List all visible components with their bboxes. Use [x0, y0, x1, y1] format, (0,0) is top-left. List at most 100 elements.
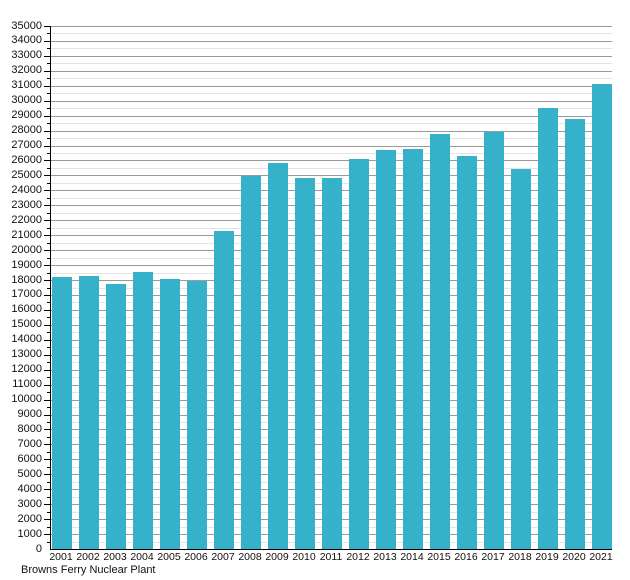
bar-2011	[322, 177, 342, 549]
y-axis-major-tick	[44, 474, 50, 475]
y-axis-minor-tick	[47, 422, 50, 423]
x-axis-label-2010: 2010	[292, 551, 316, 563]
y-axis-major-tick	[44, 444, 50, 445]
y-axis-minor-tick	[47, 392, 50, 393]
y-axis-label: 22000	[11, 213, 42, 226]
y-axis-label: 14000	[11, 333, 42, 346]
y-axis-major-tick	[44, 370, 50, 371]
bar-2017	[484, 132, 504, 549]
y-axis-label: 23000	[11, 198, 42, 211]
y-axis-major-tick	[44, 101, 50, 102]
bar-2015	[430, 133, 450, 549]
x-axis-label-2019: 2019	[535, 551, 559, 563]
y-axis-label: 30000	[11, 94, 42, 107]
y-axis-label: 9000	[17, 408, 42, 420]
y-axis-minor-tick	[47, 542, 50, 543]
y-axis-major-tick	[44, 160, 50, 161]
bar-2004	[133, 271, 153, 549]
y-axis-minor-tick	[47, 452, 50, 453]
y-axis-major-tick	[44, 534, 50, 535]
y-axis-major-tick	[44, 190, 50, 191]
y-axis-minor-tick	[47, 273, 50, 274]
y-axis-label: 21000	[11, 228, 42, 241]
y-axis-major-tick	[44, 71, 50, 72]
y-axis-minor-tick	[47, 93, 50, 94]
y-axis-major-tick	[44, 400, 50, 401]
y-axis-major-tick	[44, 250, 50, 251]
bar-series	[52, 26, 612, 549]
y-axis-label: 13000	[11, 348, 42, 361]
y-axis-minor-tick	[47, 63, 50, 64]
y-axis-major-tick	[44, 325, 50, 326]
x-axis-label-2016: 2016	[454, 551, 478, 563]
y-axis-minor-tick	[47, 213, 50, 214]
y-axis-label: 29000	[11, 109, 42, 122]
y-axis-label: 33000	[11, 49, 42, 62]
bar-2020	[565, 118, 585, 549]
y-axis-minor-tick	[47, 123, 50, 124]
y-axis-major-tick	[44, 280, 50, 281]
x-axis-label-2002: 2002	[76, 551, 100, 563]
y-axis-label: 26000	[11, 153, 42, 166]
y-axis-label: 27000	[11, 139, 42, 152]
y-axis-label: 31000	[11, 79, 42, 92]
y-axis-major-tick	[44, 340, 50, 341]
y-axis-label: 32000	[11, 64, 42, 77]
y-axis-label: 11000	[12, 378, 42, 391]
y-axis-label: 20000	[11, 243, 42, 256]
bar-2016	[457, 156, 477, 549]
bar-2018	[511, 169, 531, 549]
y-axis-minor-tick	[47, 78, 50, 79]
y-axis-minor-tick	[47, 288, 50, 289]
y-axis-major-tick	[44, 385, 50, 386]
y-axis-major-tick	[44, 26, 50, 27]
x-axis-label-2011: 2011	[319, 551, 343, 563]
y-axis-label: 1000	[17, 527, 42, 540]
y-axis-minor-tick	[47, 108, 50, 109]
y-axis-minor-tick	[47, 317, 50, 318]
y-axis-label: 3000	[17, 497, 42, 510]
x-axis-label-2008: 2008	[238, 551, 262, 563]
y-axis-label: 24000	[11, 183, 42, 196]
x-axis-label-2003: 2003	[103, 551, 127, 563]
y-axis-minor-tick	[47, 33, 50, 34]
y-axis-minor-tick	[47, 168, 50, 169]
y-axis-label: 5000	[17, 467, 42, 480]
y-axis-major-tick	[44, 175, 50, 176]
x-axis-label-2020: 2020	[562, 551, 586, 563]
y-axis-label: 25000	[11, 168, 42, 181]
y-axis-major-tick	[44, 205, 50, 206]
bar-2009	[268, 162, 288, 549]
bar-2019	[538, 108, 558, 549]
y-axis-label: 35000	[11, 19, 42, 32]
y-axis-label: 18000	[11, 273, 42, 286]
x-axis-label-2018: 2018	[508, 551, 532, 563]
x-axis-label-2017: 2017	[481, 551, 505, 563]
x-axis-label-2013: 2013	[373, 551, 397, 563]
bar-2014	[403, 148, 423, 549]
x-axis-label-2014: 2014	[400, 551, 424, 563]
y-axis-label: 7000	[17, 437, 42, 450]
x-axis-label-2001: 2001	[49, 551, 73, 563]
y-axis-major-tick	[44, 235, 50, 236]
y-axis-minor-tick	[47, 183, 50, 184]
x-axis-label-2009: 2009	[265, 551, 289, 563]
bar-2012	[349, 159, 369, 549]
x-axis-label-2021: 2021	[589, 551, 613, 563]
y-axis-major-tick	[44, 131, 50, 132]
y-axis-minor-tick	[47, 48, 50, 49]
bar-2007	[214, 230, 234, 549]
y-axis-minor-tick	[47, 407, 50, 408]
y-axis-minor-tick	[47, 497, 50, 498]
y-axis-minor-tick	[47, 153, 50, 154]
y-axis-label: 10000	[11, 393, 42, 406]
y-axis-major-tick	[44, 310, 50, 311]
y-axis-major-tick	[44, 504, 50, 505]
y-axis-minor-tick	[47, 437, 50, 438]
y-axis-label: 15000	[11, 318, 42, 331]
y-axis-label: 19000	[11, 258, 42, 271]
x-axis-label-2015: 2015	[427, 551, 451, 563]
y-axis-major-tick	[44, 116, 50, 117]
y-axis-label: 4000	[17, 482, 42, 495]
